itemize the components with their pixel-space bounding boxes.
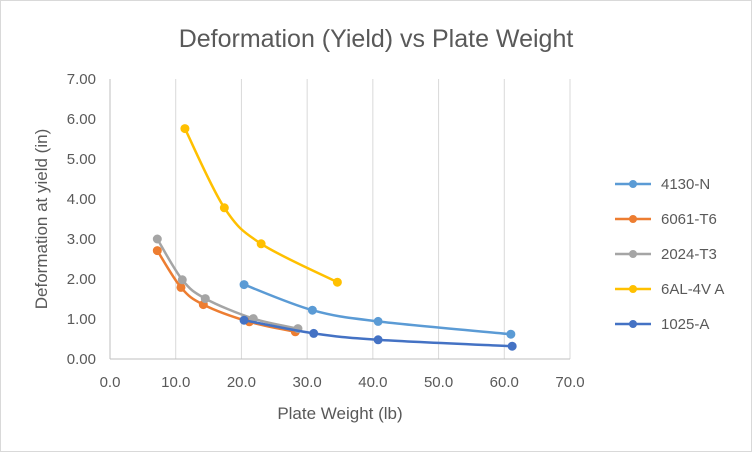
x-tick-label: 40.0 — [358, 374, 387, 391]
legend-item: 2024-T3 — [615, 246, 717, 263]
data-point — [177, 275, 187, 285]
legend-marker — [629, 215, 637, 223]
x-tick-label: 50.0 — [424, 374, 453, 391]
x-axis-title: Plate Weight (lb) — [277, 404, 402, 423]
legend-label: 2024-T3 — [661, 246, 717, 263]
legend-item: 4130-N — [615, 176, 710, 193]
data-point — [176, 282, 186, 292]
series-line — [242, 283, 513, 336]
legend-marker — [629, 320, 637, 328]
y-tick-label: 7.00 — [67, 71, 96, 88]
series-line — [183, 127, 339, 284]
data-point — [507, 341, 517, 351]
y-axis-title: Deformation at yield (in) — [32, 129, 51, 309]
data-point — [307, 305, 317, 315]
x-tick-label: 60.0 — [490, 374, 519, 391]
y-tick-label: 5.00 — [67, 151, 96, 168]
y-tick-label: 3.00 — [67, 231, 96, 248]
data-point — [152, 246, 162, 256]
data-point — [256, 239, 266, 249]
plot-area — [152, 124, 517, 351]
data-point — [152, 234, 162, 244]
series-line — [156, 249, 297, 334]
data-point — [309, 328, 319, 338]
data-point — [373, 316, 383, 326]
legend-item: 1025-A — [615, 316, 709, 333]
y-tick-label: 6.00 — [67, 111, 96, 128]
legend-item: 6AL-4V A — [615, 281, 724, 298]
data-point — [239, 315, 249, 325]
legend-label: 6061-T6 — [661, 211, 717, 228]
axes: 0.0 10.0 20.0 30.0 40.0 50.0 60.0 70.0 0.00 1.00 2… — [67, 71, 585, 391]
y-tick-label: 4.00 — [67, 191, 96, 208]
series-1025-a — [239, 315, 517, 351]
gridlines — [175, 79, 571, 359]
x-tick-label: 30.0 — [293, 374, 322, 391]
series-line — [242, 318, 514, 348]
data-point — [219, 203, 229, 213]
x-tick-label: 0.0 — [100, 374, 121, 391]
data-point — [332, 277, 342, 287]
x-tick-label: 20.0 — [227, 374, 256, 391]
x-tick-label: 70.0 — [555, 374, 584, 391]
y-tick-label: 1.00 — [67, 311, 96, 328]
y-tick-label: 2.00 — [67, 271, 96, 288]
legend-label: 6AL-4V A — [661, 281, 724, 298]
data-point — [239, 280, 249, 290]
legend-item: 6061-T6 — [615, 211, 717, 228]
x-tick-label: 10.0 — [161, 374, 190, 391]
data-point — [180, 124, 190, 134]
data-point — [373, 335, 383, 345]
data-point — [200, 294, 210, 304]
data-point — [506, 329, 516, 339]
legend-marker — [629, 285, 637, 293]
chart-title: Deformation (Yield) vs Plate Weight — [179, 25, 574, 53]
series-6al-4v-a — [180, 124, 342, 287]
legend-label: 4130-N — [661, 176, 710, 193]
legend: 4130-N 6061-T6 2024-T3 6AL-4V A 1025-A — [615, 176, 724, 333]
legend-label: 1025-A — [661, 316, 709, 333]
y-tick-label: 0.00 — [67, 351, 96, 368]
legend-marker — [629, 180, 637, 188]
legend-marker — [629, 250, 637, 258]
series-4130-n — [239, 280, 516, 339]
